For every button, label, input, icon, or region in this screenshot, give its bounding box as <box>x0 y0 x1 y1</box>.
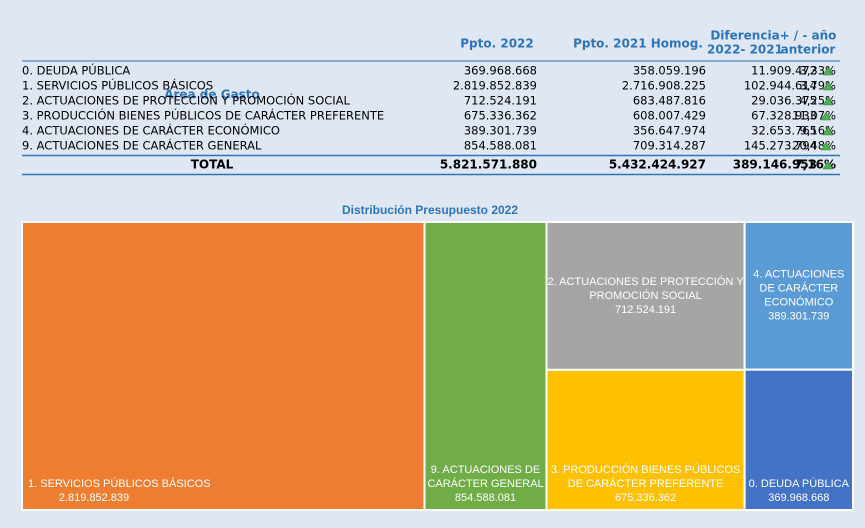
tile-label: 2. ACTUACIONES DE PROTECCIÓN Y <box>548 275 745 288</box>
cell: 356.647.974 <box>633 124 706 138</box>
cell: 11,07% <box>792 109 836 123</box>
tile-value: 675.336.362 <box>615 492 676 504</box>
column-header: Diferencia <box>710 29 779 43</box>
column-header: Area de Gasto <box>164 88 260 102</box>
up-arrow-icon <box>820 111 832 121</box>
tile-label: DE CARÁCTER <box>759 282 838 295</box>
treemap-tile <box>21 221 426 511</box>
cell: 709.314.287 <box>633 139 706 153</box>
tile-value: 712.524.191 <box>615 304 676 316</box>
tile-label: ECONÓMICO <box>764 296 834 309</box>
cell: 683.487.816 <box>633 94 706 108</box>
up-arrow-icon <box>822 66 834 76</box>
cell: 608.007.429 <box>633 109 706 123</box>
tile-label: 0. DEUDA PÚBLICA <box>749 477 850 490</box>
cell: 675.336.362 <box>464 109 537 123</box>
tile-label: 9. ACTUACIONES DE <box>431 464 540 476</box>
tile-label: CARÁCTER GENERAL <box>427 477 543 490</box>
up-arrow-icon <box>822 160 834 170</box>
tile-label: 3. PRODUCCIÓN BIENES PÚBLICOS <box>551 463 741 476</box>
cell: 32.653.765 <box>751 124 817 138</box>
treemap-tile <box>423 221 548 511</box>
cell: 11.909.472 <box>751 64 817 78</box>
tile-label: DE CARÁCTER PREFERENTE <box>568 477 724 490</box>
treemap-title: Distribución Presupuesto 2022 <box>342 203 518 217</box>
cell: 102.944.614 <box>744 79 817 93</box>
cell: 3,79% <box>799 79 836 93</box>
column-header: anterior <box>781 43 836 57</box>
up-arrow-icon <box>820 141 832 151</box>
row-label: 4. ACTUACIONES DE CARÁCTER ECONÓMICO <box>22 123 280 138</box>
up-arrow-icon <box>822 126 834 136</box>
row-label: 9. ACTUACIONES DE CARÁCTER GENERAL <box>22 138 262 153</box>
cell: 358.059.196 <box>633 64 706 78</box>
up-arrow-icon <box>822 96 834 106</box>
treemap-tile <box>743 368 854 511</box>
cell: 20,48% <box>792 139 836 153</box>
tile-value: 369.968.668 <box>768 492 829 504</box>
treemap-tile <box>545 221 746 371</box>
cell: 145.273.794 <box>744 139 817 153</box>
cell: 5.821.571.880 <box>440 158 537 172</box>
cell: 854.588.081 <box>464 139 537 153</box>
cell: 5.432.424.927 <box>609 158 706 172</box>
cell: 29.036.375 <box>751 94 817 108</box>
column-header: Ppto. 2022 <box>460 37 534 51</box>
cell: 4,25% <box>799 94 836 108</box>
row-label: 1. SERVICIOS PÚBLICOS BÁSICOS <box>22 78 213 93</box>
tile-value: 389.301.739 <box>768 311 829 323</box>
tile-label: 1. SERVICIOS PÚBLICOS BÁSICOS <box>28 477 211 490</box>
cell: 67.328.933 <box>751 109 817 123</box>
cell: 3,33% <box>799 64 836 78</box>
column-header: Ppto. 2021 Homog. <box>573 37 703 51</box>
cell: 2.716.908.225 <box>622 79 706 93</box>
cell: 389.146.953 <box>733 158 817 172</box>
cell: 712.524.191 <box>464 94 537 108</box>
tile-value: 2.819.852.839 <box>59 492 129 504</box>
tile-label: 4. ACTUACIONES <box>753 269 844 281</box>
row-label: 2. ACTUACIONES DE PROTECCIÓN Y PROMOCIÓN… <box>22 93 351 108</box>
treemap-tile <box>545 368 746 511</box>
cell: 369.968.668 <box>464 64 537 78</box>
cell: 9,16% <box>799 124 836 138</box>
up-arrow-icon <box>822 81 834 91</box>
tile-value: 854.588.081 <box>455 492 516 504</box>
treemap-tile <box>743 221 854 371</box>
column-header: + / - año <box>780 29 837 43</box>
tile-label: PROMOCIÓN SOCIAL <box>589 289 701 302</box>
cell: 389.301.739 <box>464 124 537 138</box>
row-label: 3. PRODUCCIÓN BIENES PÚBLICOS DE CARÁCTE… <box>22 108 384 123</box>
row-label: 0. DEUDA PÚBLICA <box>22 63 130 78</box>
column-header: 2022- 2021 <box>707 43 783 57</box>
row-label: TOTAL <box>191 158 234 172</box>
cell: 2.819.852.839 <box>453 79 537 93</box>
